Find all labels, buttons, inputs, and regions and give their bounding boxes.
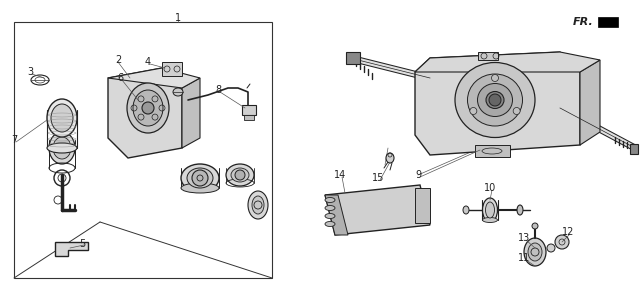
- Ellipse shape: [252, 196, 264, 214]
- Text: 4: 4: [145, 57, 151, 67]
- Bar: [630, 144, 638, 154]
- Bar: [415, 188, 430, 223]
- Polygon shape: [108, 68, 200, 88]
- Bar: [475, 145, 510, 157]
- Bar: [162, 62, 182, 76]
- Polygon shape: [415, 52, 580, 155]
- Text: 13: 13: [518, 233, 530, 243]
- Ellipse shape: [231, 168, 249, 182]
- Circle shape: [492, 74, 499, 82]
- Text: 6: 6: [117, 73, 123, 83]
- Circle shape: [192, 170, 208, 186]
- Polygon shape: [108, 68, 182, 158]
- Ellipse shape: [467, 74, 522, 126]
- Ellipse shape: [483, 198, 497, 222]
- Circle shape: [142, 102, 154, 114]
- Text: 1: 1: [175, 13, 181, 23]
- Ellipse shape: [463, 206, 469, 214]
- Text: 14: 14: [334, 170, 346, 180]
- Text: 2: 2: [115, 55, 121, 65]
- Polygon shape: [580, 60, 600, 145]
- Circle shape: [513, 107, 520, 115]
- Polygon shape: [325, 195, 348, 235]
- Circle shape: [555, 235, 569, 249]
- Ellipse shape: [477, 83, 513, 116]
- Ellipse shape: [325, 197, 335, 202]
- Text: 11: 11: [518, 253, 530, 263]
- Ellipse shape: [181, 183, 219, 193]
- Circle shape: [532, 223, 538, 229]
- Circle shape: [547, 244, 555, 252]
- Ellipse shape: [517, 205, 523, 215]
- Polygon shape: [598, 17, 618, 27]
- Ellipse shape: [226, 164, 254, 186]
- Ellipse shape: [181, 164, 219, 192]
- Polygon shape: [182, 78, 200, 148]
- Text: 12: 12: [562, 227, 574, 237]
- Ellipse shape: [486, 202, 495, 218]
- Text: 3: 3: [27, 67, 33, 77]
- Ellipse shape: [53, 137, 71, 159]
- Circle shape: [470, 107, 477, 115]
- Ellipse shape: [528, 243, 542, 261]
- Bar: [14, 22, 272, 278]
- Bar: [346, 52, 360, 64]
- Ellipse shape: [47, 99, 77, 137]
- Text: FR.: FR.: [573, 17, 594, 27]
- Polygon shape: [325, 185, 430, 235]
- Ellipse shape: [524, 238, 546, 266]
- Ellipse shape: [49, 132, 75, 164]
- Polygon shape: [415, 52, 600, 72]
- Text: 7: 7: [11, 135, 17, 145]
- Text: 8: 8: [215, 85, 221, 95]
- Text: 9: 9: [415, 170, 421, 180]
- Ellipse shape: [455, 62, 535, 137]
- Ellipse shape: [325, 206, 335, 211]
- Ellipse shape: [325, 221, 335, 226]
- Ellipse shape: [133, 90, 163, 126]
- Ellipse shape: [483, 218, 497, 223]
- Ellipse shape: [325, 214, 335, 218]
- Bar: [244, 115, 254, 120]
- Bar: [478, 52, 498, 60]
- Circle shape: [489, 94, 501, 106]
- Ellipse shape: [127, 83, 169, 133]
- Bar: [242, 105, 256, 115]
- Ellipse shape: [486, 92, 504, 109]
- Ellipse shape: [47, 143, 77, 153]
- Text: 15: 15: [372, 173, 384, 183]
- Text: 5: 5: [79, 239, 85, 249]
- Circle shape: [235, 170, 245, 180]
- Ellipse shape: [187, 168, 213, 188]
- Ellipse shape: [248, 191, 268, 219]
- Ellipse shape: [51, 104, 73, 132]
- Polygon shape: [55, 242, 88, 256]
- Ellipse shape: [173, 88, 183, 96]
- Ellipse shape: [386, 153, 394, 163]
- Text: 10: 10: [484, 183, 496, 193]
